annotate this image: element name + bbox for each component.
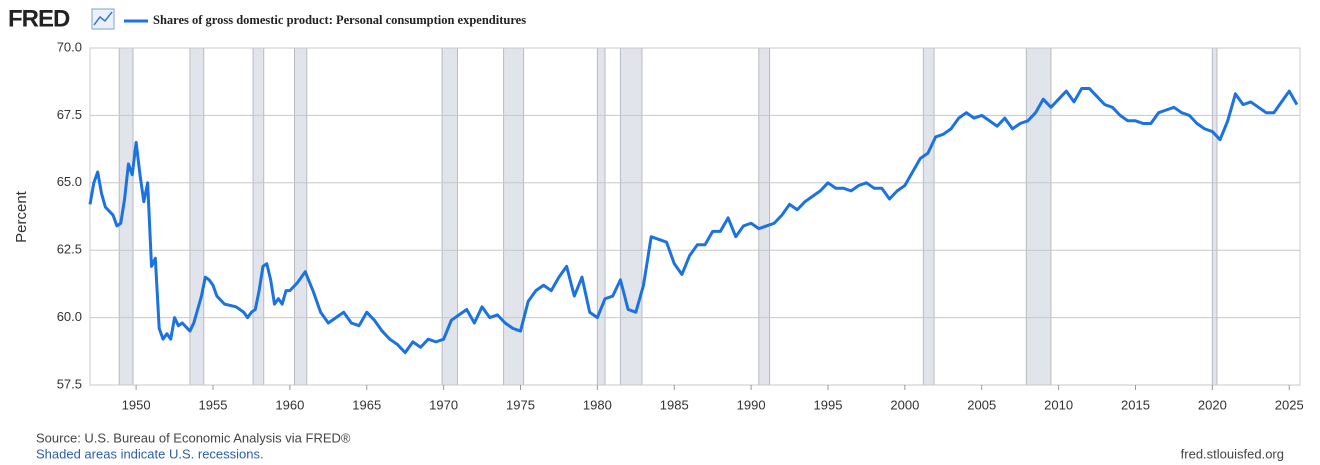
x-tick-label: 1990 [737,397,766,412]
recession-band [293,47,308,386]
source: Source: U.S. Bureau of Economic Analysis… [36,430,351,445]
site: fred.stlouisfed.org [1181,446,1284,461]
x-tick-label: 1970 [429,397,458,412]
recession-band [503,47,525,386]
y-tick-label: 67.5 [57,107,82,122]
x-tick-label: 2015 [1121,397,1150,412]
recession-band [922,47,935,386]
x-tick-label: 1995 [814,397,843,412]
x-tick-label: 2010 [1044,397,1073,412]
x-tick-label: 1965 [352,397,381,412]
y-axis-label: Percent [13,190,30,243]
x-tick-label: 1980 [583,397,612,412]
recession-band [596,47,606,386]
x-tick-label: 1950 [122,397,151,412]
series-line [88,86,1299,355]
x-tick-label: 2000 [890,397,919,412]
recession-band [1211,47,1218,386]
y-tick-label: 65.0 [57,174,82,189]
plot-frame [89,47,1301,386]
x-tick-label: 2005 [967,397,996,412]
x-tick-label: 1985 [660,397,689,412]
recession-band [1025,47,1052,386]
recession-band [758,47,771,386]
y-tick-label: 57.5 [57,376,82,391]
logo: FRED [8,5,70,32]
x-tick-label: 1955 [199,397,228,412]
x-tick-label: 1975 [506,397,535,412]
legend-label: Shares of gross domestic product: Person… [153,13,526,27]
x-tick-label: 2025 [1275,397,1304,412]
recession-band [252,47,265,386]
y-tick-label: 62.5 [57,242,82,257]
x-tick-label: 2020 [1198,397,1227,412]
y-tick-label: 70.0 [57,39,82,54]
recession-band [189,47,205,386]
logo-icon [91,8,115,30]
x-tick-label: 1960 [275,397,304,412]
note: Shaded areas indicate U.S. recessions. [36,446,264,461]
y-tick-label: 60.0 [57,309,82,324]
recession-band [619,47,643,386]
